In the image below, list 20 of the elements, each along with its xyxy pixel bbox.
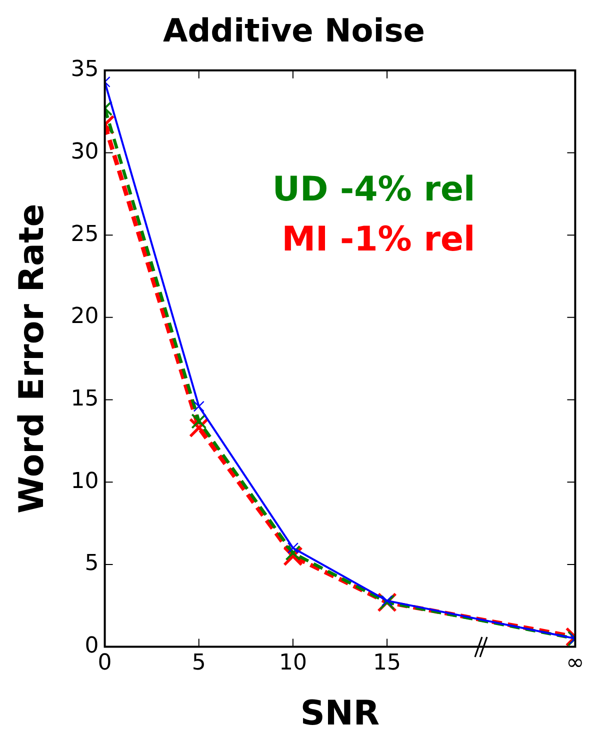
y-tick-label: 5	[84, 551, 99, 576]
y-tick-label: 10	[70, 468, 99, 494]
y-tick-label: 0	[84, 634, 99, 659]
y-tick-label: 30	[70, 139, 99, 164]
text: UD -4% rel	[272, 169, 476, 210]
x-axis-title: SNR	[300, 693, 380, 734]
chart-title: Additive Noise	[163, 12, 425, 50]
x-tick-label: 5	[192, 650, 206, 676]
x-tick-label: 15	[373, 650, 402, 676]
y-tick-label: 25	[70, 222, 99, 247]
point	[381, 595, 393, 606]
y-tick-label: 20	[70, 304, 99, 330]
x-tick-label: 10	[278, 650, 307, 676]
y-tick-label: 35	[70, 57, 99, 82]
y-axis-title: Word Error Rate	[12, 204, 52, 514]
x-tick-label: ∞	[566, 650, 584, 676]
point	[287, 542, 299, 554]
y-tick-label: 15	[70, 386, 99, 412]
point	[285, 545, 301, 561]
text: MI -1% rel	[282, 219, 476, 260]
